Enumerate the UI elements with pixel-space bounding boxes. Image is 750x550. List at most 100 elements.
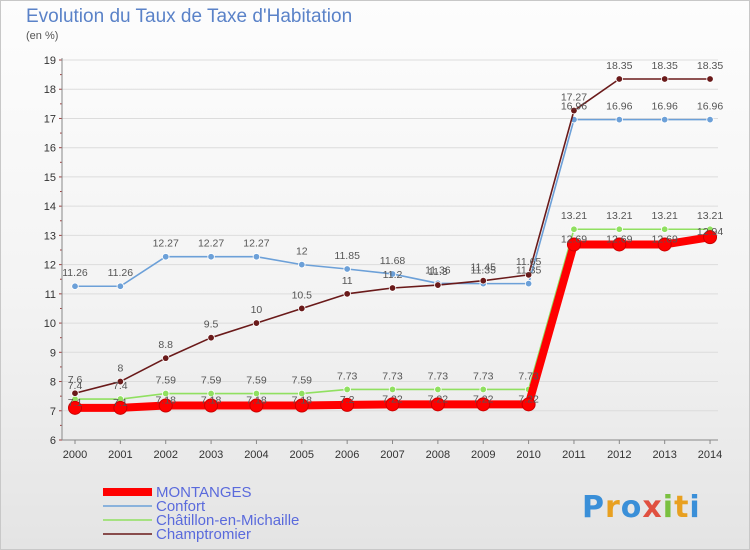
data-label: 7.22 xyxy=(428,393,449,405)
x-tick-label: 2005 xyxy=(290,449,314,461)
proxiti-logo: Proxiti xyxy=(582,490,701,525)
data-label: 7.73 xyxy=(518,370,539,382)
data-point xyxy=(294,398,309,413)
x-tick-label: 2011 xyxy=(562,449,586,461)
y-tick-label: 7 xyxy=(50,406,56,418)
data-label: 7.59 xyxy=(156,375,177,387)
x-tick-label: 2007 xyxy=(380,449,404,461)
y-tick-label: 19 xyxy=(44,55,56,67)
data-point xyxy=(298,260,306,269)
data-label: 12.27 xyxy=(243,238,269,250)
data-point xyxy=(524,271,533,279)
x-tick-label: 2000 xyxy=(63,449,87,461)
data-point xyxy=(521,397,536,412)
y-tick-label: 8 xyxy=(50,377,56,389)
data-label: 11.26 xyxy=(62,267,88,279)
data-point xyxy=(343,265,351,273)
data-point xyxy=(113,400,128,415)
data-point xyxy=(71,389,79,397)
data-label: 12.69 xyxy=(652,233,678,245)
data-label: 7.18 xyxy=(292,395,313,407)
data-label: 8 xyxy=(117,363,123,375)
data-point xyxy=(162,354,170,362)
data-point xyxy=(207,333,215,342)
data-label: 11.35 xyxy=(516,265,542,277)
x-tick-label: 2006 xyxy=(335,449,359,461)
x-tick-label: 2004 xyxy=(244,449,268,461)
data-point xyxy=(570,106,578,115)
legend-label: Confort xyxy=(156,498,206,515)
x-tick-label: 2001 xyxy=(108,449,132,461)
y-tick-label: 12 xyxy=(44,260,56,272)
data-label: 17.27 xyxy=(561,92,587,104)
data-point xyxy=(615,115,624,124)
data-label: 12.69 xyxy=(561,233,587,245)
y-tick-label: 11 xyxy=(45,289,56,301)
data-point xyxy=(660,225,669,233)
legend-label: Champtromier xyxy=(156,526,251,543)
x-tick-label: 2003 xyxy=(199,449,223,461)
data-point xyxy=(207,389,215,398)
chart-title: Evolution du Taux de Taxe d'Habitation xyxy=(26,6,353,27)
data-label: 7.22 xyxy=(473,393,494,405)
y-tick-label: 9 xyxy=(50,347,56,359)
data-point xyxy=(434,385,442,394)
data-label: 7.73 xyxy=(473,370,494,382)
data-label: 7.59 xyxy=(292,375,313,387)
data-point xyxy=(476,397,491,412)
data-label: 11.85 xyxy=(334,250,360,262)
data-label: 7.2 xyxy=(340,394,355,406)
data-label: 16.96 xyxy=(652,101,678,113)
data-label: 7.18 xyxy=(246,395,267,407)
data-label: 9.5 xyxy=(204,319,219,331)
data-label: 8.8 xyxy=(158,339,173,351)
data-label: 12 xyxy=(296,246,308,258)
data-label: 11.35 xyxy=(470,265,496,277)
data-label: 11.45 xyxy=(470,262,496,274)
data-point xyxy=(252,389,261,398)
y-tick-label: 13 xyxy=(44,230,56,242)
data-point xyxy=(570,225,578,233)
data-point xyxy=(706,115,714,124)
data-point xyxy=(343,385,351,394)
data-label: 7.22 xyxy=(382,393,403,405)
data-label: 12.94 xyxy=(697,226,723,238)
data-label: 7.73 xyxy=(337,370,358,382)
x-tick-label: 2008 xyxy=(426,449,450,461)
y-tick-label: 16 xyxy=(44,143,56,155)
data-label: 12.69 xyxy=(606,233,632,245)
data-point xyxy=(479,385,487,394)
data-label: 7.1 xyxy=(68,397,83,409)
data-label: 7.73 xyxy=(382,370,403,382)
data-label: 11 xyxy=(342,275,353,287)
data-point xyxy=(388,284,397,292)
data-label: 7.4 xyxy=(68,380,83,392)
data-point xyxy=(207,253,215,261)
data-point xyxy=(660,75,669,83)
data-label: 11.36 xyxy=(425,264,451,276)
data-point xyxy=(703,230,718,245)
data-label: 13.21 xyxy=(652,210,678,222)
data-point xyxy=(612,237,627,252)
data-label: 12.27 xyxy=(198,238,224,250)
x-tick-label: 2009 xyxy=(471,449,495,461)
data-point xyxy=(524,279,533,288)
x-tick-label: 2013 xyxy=(652,449,676,461)
data-label: 11.3 xyxy=(428,266,448,278)
legend-label: MONTANGES xyxy=(156,484,252,501)
x-tick-label: 2014 xyxy=(698,449,722,461)
data-point xyxy=(249,398,264,413)
data-label: 11.2 xyxy=(383,269,403,281)
data-point xyxy=(388,270,397,278)
y-tick-label: 17 xyxy=(44,113,56,125)
data-point xyxy=(479,276,487,285)
data-point xyxy=(298,304,306,313)
data-label: 18.35 xyxy=(652,60,678,72)
x-tick-label: 2002 xyxy=(153,449,177,461)
data-label: 7.6 xyxy=(68,374,83,386)
x-tick-label: 2010 xyxy=(516,449,540,461)
data-point xyxy=(252,253,261,261)
data-point xyxy=(162,253,170,261)
data-point xyxy=(68,400,82,415)
